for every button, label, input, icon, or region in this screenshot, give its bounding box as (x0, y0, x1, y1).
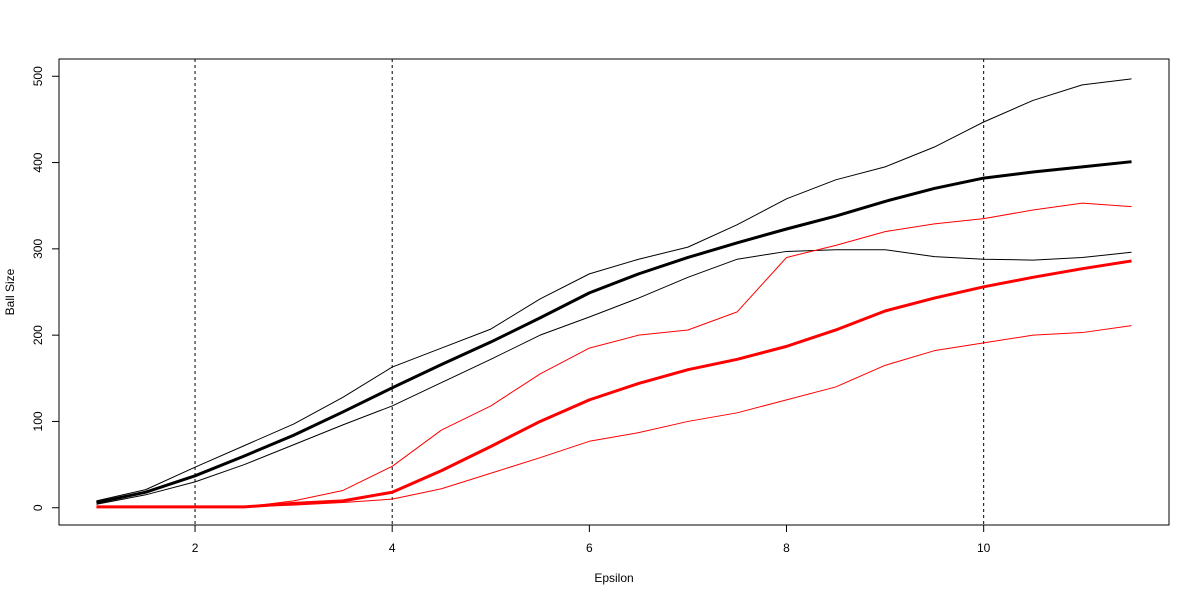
series-line-4 (96, 202, 1132, 508)
x-axis-label: Epsilon (594, 571, 633, 585)
x-axis: 2 4 6 8 10 (192, 524, 991, 555)
y-tick-label-5: 500 (31, 66, 45, 86)
plot-box (58, 58, 1170, 526)
x-tick-label-2: 6 (586, 541, 593, 555)
y-axis-label: Ball Size (3, 268, 17, 315)
series-line-1 (96, 78, 1132, 502)
y-tick-label-2: 200 (31, 325, 45, 345)
series-group (96, 78, 1132, 509)
series-line-0 (96, 160, 1132, 505)
series-line-3 (96, 259, 1132, 509)
y-tick-label-3: 300 (31, 239, 45, 259)
x-tick-label-0: 2 (192, 541, 199, 555)
series-line-5 (96, 325, 1132, 508)
y-axis: 0 100 200 300 400 500 (31, 66, 60, 511)
y-tick-label-1: 100 (31, 411, 45, 431)
y-tick-label-0: 0 (31, 504, 45, 511)
y-tick-label-4: 400 (31, 152, 45, 172)
series-line-2 (96, 249, 1132, 505)
x-tick-label-4: 10 (977, 541, 991, 555)
x-tick-label-3: 8 (783, 541, 790, 555)
x-tick-label-1: 4 (389, 541, 396, 555)
